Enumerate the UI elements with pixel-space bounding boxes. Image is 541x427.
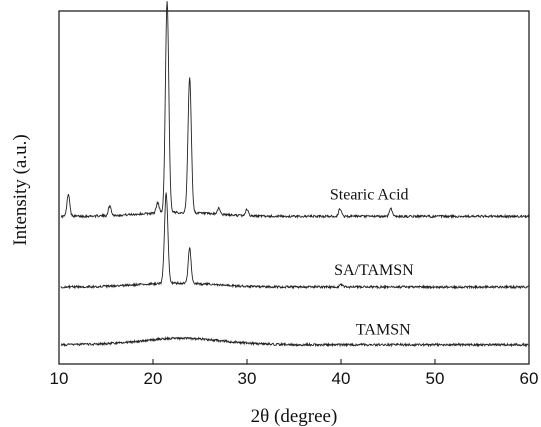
series-label: SA/TAMSN bbox=[334, 262, 414, 279]
series-label: TAMSN bbox=[356, 321, 411, 338]
series-labels: Stearic Acid SA/TAMSN TAMSN bbox=[330, 187, 414, 339]
series-layer bbox=[60, 1, 530, 348]
x-tick-label: 10 bbox=[50, 369, 69, 388]
series-line bbox=[60, 1, 530, 220]
x-axis-title: 2θ (degree) bbox=[251, 406, 338, 427]
series-line bbox=[60, 335, 530, 348]
x-tick-label: 60 bbox=[520, 369, 539, 388]
x-tick-label: 30 bbox=[238, 369, 257, 388]
x-tick-label: 50 bbox=[426, 369, 445, 388]
x-tick-label: 40 bbox=[332, 369, 351, 388]
plot-frame bbox=[58, 10, 530, 365]
x-ticks: 10 20 30 40 50 60 bbox=[50, 359, 539, 388]
x-tick-label: 20 bbox=[144, 369, 163, 388]
series-label: Stearic Acid bbox=[330, 187, 409, 204]
series-line bbox=[60, 192, 530, 290]
y-axis-title: Intensity (a.u.) bbox=[10, 134, 31, 245]
